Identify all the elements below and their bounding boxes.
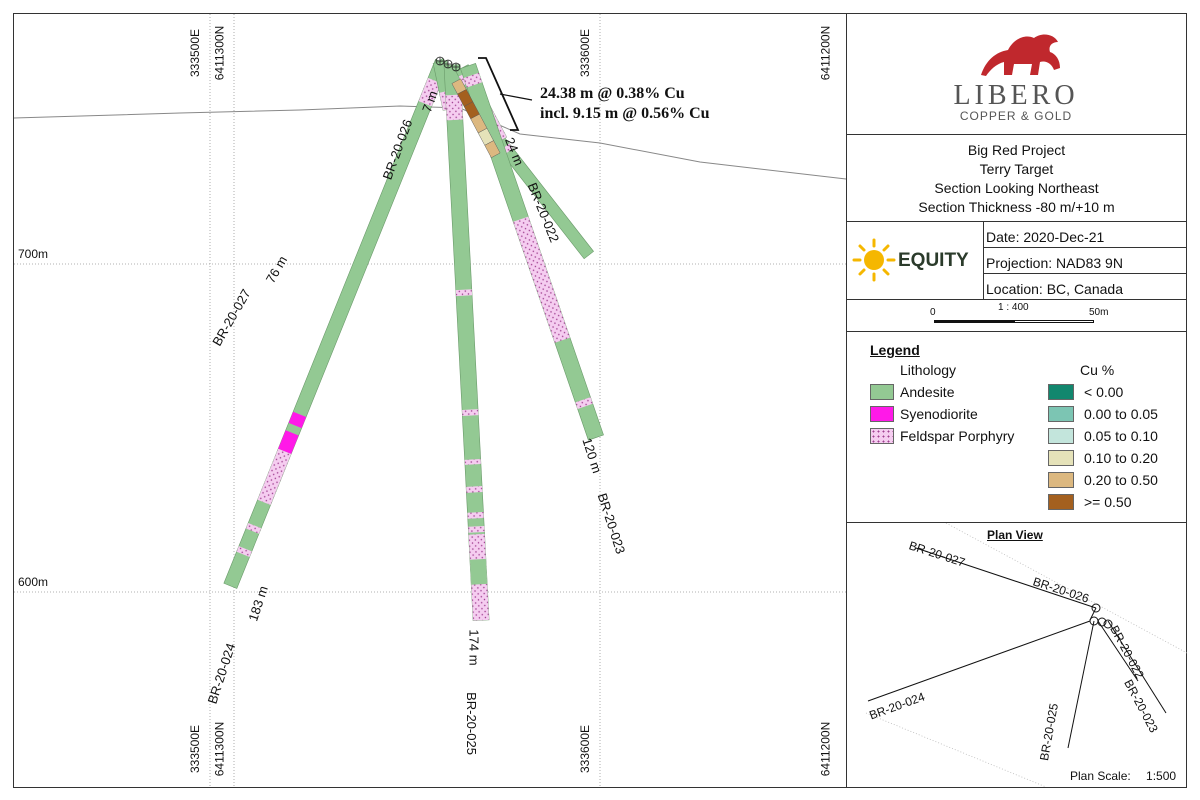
scale-bar: 1 : 400 0 50m [846, 300, 1187, 330]
legend-label-cu: 0.05 to 0.10 [1084, 428, 1158, 444]
grid-label-top-2: 6411300N [212, 25, 227, 81]
scale-bar-segment [1014, 320, 1094, 323]
legend: Legend Lithology Cu % Andesite Syenodiori… [846, 332, 1187, 522]
legend-title: Legend [870, 342, 920, 358]
legend-swatch-cu [1048, 472, 1074, 488]
legend-swatch-lithology [870, 406, 894, 422]
legend-label-lithology: Syenodiorite [900, 406, 978, 422]
elevation-label-600: 600m [18, 575, 49, 589]
collar-markers [435, 56, 461, 72]
drillhole-br-20-023 [460, 63, 604, 441]
title-block: Big Red Project Terry Target Section Loo… [846, 141, 1187, 217]
legend-swatch-cu [1048, 406, 1074, 422]
title-line-2: Terry Target [979, 161, 1054, 177]
brand-tagline: COPPER & GOLD [959, 109, 1073, 123]
legend-label-lithology: Andesite [900, 384, 955, 400]
legend-label-lithology: Feldspar Porphyry [900, 428, 1015, 444]
logo-block: LIBERO COPPER & GOLD [846, 14, 1186, 134]
divider [846, 331, 1187, 332]
title-line-4: Section Thickness -80 m/+10 m [918, 199, 1115, 215]
legend-swatch-cu [1048, 428, 1074, 444]
divider [983, 221, 984, 299]
legend-swatch-lithology [870, 384, 894, 400]
title-line-1: Big Red Project [967, 142, 1066, 158]
info-location: Location: BC, Canada [986, 281, 1123, 297]
plan-view: Plan View BR-20-027 BR-20-026 BR-20-022 … [846, 523, 1187, 787]
brand-name: LIBERO [953, 80, 1079, 111]
legend-swatch-lithology [870, 428, 894, 444]
intercept-leader [499, 93, 533, 101]
grid-label-top-1: 333500E [188, 28, 203, 78]
cu-assay-intervals [451, 78, 501, 158]
equity-logo: EQUITY [852, 236, 978, 286]
side-panel [846, 13, 1187, 788]
plan-scale-value: 1:500 [1146, 769, 1177, 783]
grid-label-bottom-4: 6411200N [818, 721, 833, 777]
legend-swatch-cu [1048, 494, 1074, 510]
grid-label-bottom-1: 333500E [188, 724, 203, 774]
intercept-label: 24.38 m @ 0.38% Cu incl. 9.15 m @ 0.56% … [540, 84, 710, 124]
hole-depth-br-20-025: 174 m [466, 629, 482, 666]
legend-label-cu: 0.10 to 0.20 [1084, 450, 1158, 466]
plan-view-title: Plan View [987, 528, 1043, 542]
sun-icon [852, 238, 896, 282]
legend-lithology-header: Lithology [900, 362, 957, 378]
divider [983, 273, 1187, 274]
grid-lines [14, 14, 846, 786]
legend-swatch-cu [1048, 450, 1074, 466]
intercept-line-2: incl. 9.15 m @ 0.56% Cu [540, 105, 710, 122]
scale-start: 0 [930, 307, 936, 318]
legend-cu-header: Cu % [1080, 362, 1115, 378]
plan-scale-text: Plan Scale: [1070, 769, 1131, 783]
topography-line [13, 105, 847, 180]
info-projection: Projection: NAD83 9N [986, 255, 1123, 271]
legend-swatch-cu [1048, 384, 1074, 400]
divider [983, 247, 1187, 248]
divider [846, 134, 1187, 135]
legend-label-cu: >= 0.50 [1084, 494, 1132, 510]
grid-label-top-3: 333600E [578, 28, 593, 78]
legend-label-cu: 0.20 to 0.50 [1084, 472, 1158, 488]
scale-bar-segment [934, 320, 1014, 323]
lion-logo-icon [981, 34, 1060, 76]
plan-view-map [865, 523, 1187, 787]
map-frame [13, 13, 1187, 788]
drillhole-br-20-025 [443, 64, 490, 621]
divider [846, 299, 1187, 300]
legend-label-cu: < 0.00 [1084, 384, 1124, 400]
grid-label-bottom-3: 333600E [578, 724, 593, 774]
elevation-label-700: 700m [18, 247, 49, 261]
divider [846, 522, 1187, 523]
hole-label-br-20-025: BR-20-025 [463, 692, 479, 755]
grid-label-top-4: 6411200N [818, 25, 833, 81]
grid-label-bottom-2: 6411300N [212, 721, 227, 777]
equity-wordmark: EQUITY [898, 250, 969, 271]
info-date: Date: 2020-Dec-21 [986, 229, 1105, 245]
divider [846, 221, 1187, 222]
scale-end: 50m [1089, 307, 1109, 318]
drillhole-br-20-024 [223, 58, 449, 589]
intercept-line-1: 24.38 m @ 0.38% Cu [540, 85, 685, 102]
legend-label-cu: 0.00 to 0.05 [1084, 406, 1158, 422]
title-line-3: Section Looking Northeast [934, 180, 1099, 196]
plan-scale-label: Plan Scale: 1:500 [1070, 769, 1176, 783]
scale-ratio: 1 : 400 [998, 302, 1029, 313]
